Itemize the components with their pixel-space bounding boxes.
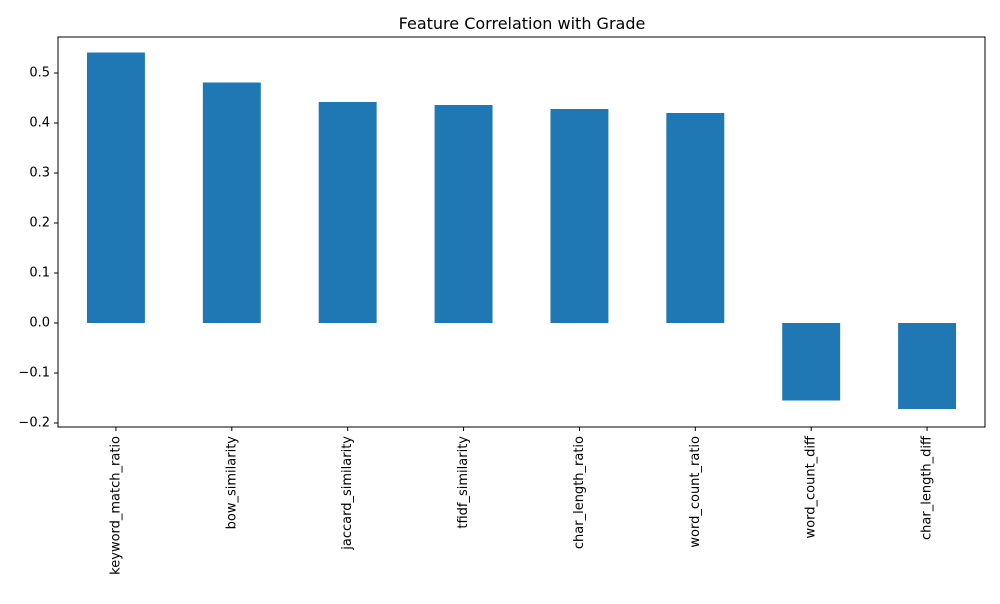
y-tick-label: −0.2 — [18, 416, 50, 431]
bar-jaccard_similarity — [318, 102, 377, 323]
y-tick-label: 0.2 — [29, 216, 50, 231]
x-tick-label: bow_similarity — [224, 436, 239, 530]
y-tick-label: 0.5 — [29, 66, 50, 81]
bar-char_length_diff — [898, 323, 957, 409]
bar-char_length_ratio — [550, 109, 609, 323]
y-tick-label: 0.3 — [29, 166, 50, 181]
y-tick-label: 0.1 — [29, 266, 50, 281]
x-tick-label: tfidf_similarity — [456, 436, 471, 529]
x-tick-label: keyword_match_ratio — [108, 436, 123, 575]
plot-frame — [57, 36, 986, 428]
x-tick-label: char_length_ratio — [572, 436, 587, 549]
x-tick-label: word_count_ratio — [688, 436, 703, 548]
bars-layer — [86, 52, 957, 409]
bar-keyword_match_ratio — [86, 52, 145, 323]
bar-word_count_diff — [782, 323, 841, 401]
y-tick-label: 0.4 — [29, 116, 50, 131]
bar-bow_similarity — [202, 82, 261, 323]
x-axis: keyword_match_ratio bow_similarity jaccard… — [108, 427, 935, 575]
bar-word_count_ratio — [666, 113, 725, 323]
y-axis: −0.2 −0.1 0.0 0.1 0.2 0.3 0.4 0.5 — [18, 66, 58, 431]
bar-tfidf_similarity — [434, 105, 493, 323]
x-tick-label: word_count_diff — [804, 435, 819, 538]
y-tick-label: 0.0 — [29, 316, 50, 331]
chart-title: Feature Correlation with Grade — [399, 14, 646, 33]
y-tick-label: −0.1 — [18, 366, 50, 381]
x-tick-label: char_length_diff — [920, 435, 935, 540]
x-tick-label: jaccard_similarity — [340, 436, 355, 551]
